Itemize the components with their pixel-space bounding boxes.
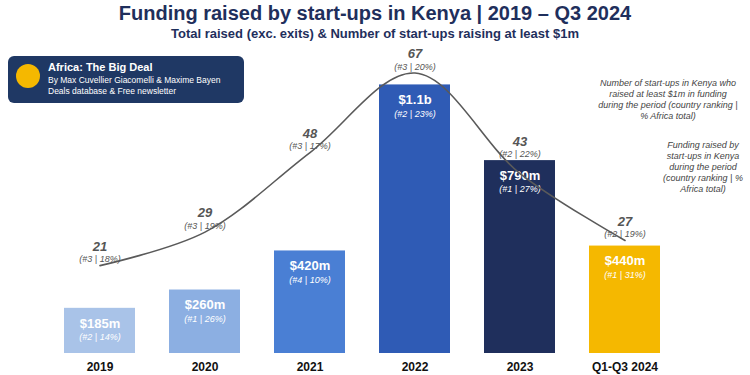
svg-text:Q1-Q3 2024: Q1-Q3 2024 bbox=[592, 360, 658, 374]
svg-text:2020: 2020 bbox=[192, 360, 219, 374]
svg-text:(#3 | 19%): (#3 | 19%) bbox=[184, 221, 225, 231]
svg-text:(#1 | 27%): (#1 | 27%) bbox=[499, 184, 540, 194]
svg-text:(#2 | 14%): (#2 | 14%) bbox=[79, 332, 120, 342]
svg-text:$185m: $185m bbox=[80, 315, 120, 330]
svg-text:(#2 | 19%): (#2 | 19%) bbox=[604, 229, 645, 239]
html-text:Funding raised by start-ups in: Funding raised by start-ups in Kenya | 2… bbox=[118, 2, 632, 24]
svg-text:(#2 | 22%): (#2 | 22%) bbox=[499, 149, 540, 159]
html-text:Funding raised by start-ups in: Funding raised by start-ups in Kenya dur… bbox=[663, 140, 743, 194]
svg-text:43: 43 bbox=[512, 134, 528, 149]
svg-text:48: 48 bbox=[302, 126, 318, 141]
svg-text:2021: 2021 bbox=[297, 360, 324, 374]
svg-text:67: 67 bbox=[408, 46, 423, 61]
svg-text:(#3 | 20%): (#3 | 20%) bbox=[394, 62, 435, 72]
svg-text:$420m: $420m bbox=[290, 258, 330, 273]
html-text:Deals database & Free newslett: Deals database & Free newsletter bbox=[48, 86, 176, 96]
svg-text:(#1 | 31%): (#1 | 31%) bbox=[604, 270, 645, 280]
html-text:By Max Cuvellier Giacomelli &: By Max Cuvellier Giacomelli & Maxime Bay… bbox=[48, 75, 221, 85]
svg-text:27: 27 bbox=[617, 214, 633, 229]
svg-text:(#1 | 26%): (#1 | 26%) bbox=[184, 314, 225, 324]
html-text:Number of start-ups in Kenya w: Number of start-ups in Kenya who raised … bbox=[598, 78, 738, 121]
svg-text:(#3 | 18%): (#3 | 18%) bbox=[79, 254, 120, 264]
svg-text:2023: 2023 bbox=[507, 360, 534, 374]
svg-text:2019: 2019 bbox=[87, 360, 114, 374]
svg-text:29: 29 bbox=[197, 205, 213, 220]
html-text:Total raised (exc. exits) & Nu: Total raised (exc. exits) & Number of st… bbox=[171, 26, 579, 41]
svg-text:$790m: $790m bbox=[500, 168, 540, 183]
svg-text:2022: 2022 bbox=[402, 360, 429, 374]
svg-text:$440m: $440m bbox=[605, 253, 645, 268]
svg-text:$1.1b: $1.1b bbox=[398, 92, 431, 107]
html-text:Africa: The Big Deal: Africa: The Big Deal bbox=[48, 61, 153, 73]
svg-text:(#4 | 10%): (#4 | 10%) bbox=[289, 275, 330, 285]
svg-text:(#3 | 17%): (#3 | 17%) bbox=[289, 141, 330, 151]
svg-text:(#2 | 23%): (#2 | 23%) bbox=[394, 109, 435, 119]
svg-text:$260m: $260m bbox=[185, 297, 225, 312]
svg-text:21: 21 bbox=[92, 239, 107, 254]
